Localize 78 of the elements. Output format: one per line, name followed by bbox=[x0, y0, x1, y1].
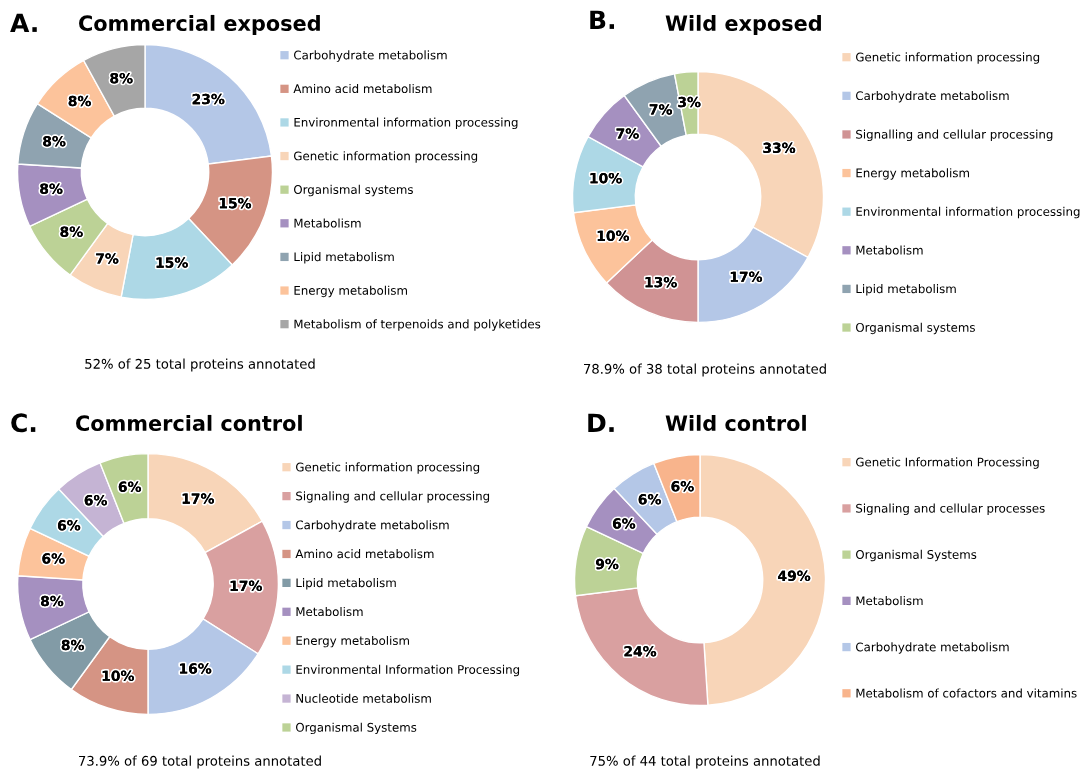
legend-label: Metabolism bbox=[296, 606, 363, 617]
legend-label: Organismal systems bbox=[294, 184, 413, 197]
data-label: 6% bbox=[42, 553, 65, 564]
data-label: 6% bbox=[57, 520, 81, 531]
legend-label: Energy metabolism bbox=[294, 285, 407, 298]
legend-label: Metabolism bbox=[856, 596, 923, 606]
data-label: 8% bbox=[60, 226, 83, 237]
data-label: 16% bbox=[180, 663, 212, 674]
legend-label: Nucleotide metabolism bbox=[296, 693, 431, 703]
legend-label: Energy metabolism bbox=[856, 168, 969, 180]
data-label: 8% bbox=[40, 183, 63, 194]
legend-label: Organismal Systems bbox=[296, 722, 417, 735]
legend-label: Lipid metabolism bbox=[294, 252, 394, 264]
chart-title: Wild control bbox=[665, 414, 806, 432]
text: B. bbox=[590, 10, 614, 29]
legend-label: Environmental information processing bbox=[856, 206, 1080, 219]
legend-label: Carbohydrate metabolism bbox=[856, 642, 1009, 654]
legend-label: Genetic Information Processing bbox=[856, 457, 1039, 469]
data-label: 6% bbox=[638, 494, 661, 505]
data-label: 6% bbox=[671, 481, 694, 492]
data-label: 15% bbox=[156, 257, 188, 268]
legend-label: Genetic information processing bbox=[294, 151, 478, 163]
legend-label: Environmental Information Processing bbox=[296, 664, 520, 677]
chart-title: Commercial control bbox=[76, 414, 302, 432]
data-label: 17% bbox=[230, 580, 262, 592]
legend-label: Genetic information processing bbox=[296, 462, 480, 474]
chart-title: Commercial exposed bbox=[79, 14, 320, 36]
data-label: 6% bbox=[118, 481, 142, 492]
data-label: 10% bbox=[597, 230, 630, 242]
data-label: 8% bbox=[61, 639, 84, 651]
legend-label: Lipid metabolism bbox=[296, 578, 396, 590]
data-label: 10% bbox=[590, 172, 622, 184]
legend-label: Metabolism bbox=[294, 218, 361, 228]
legend-label: Metabolism of cofactors and vitamins bbox=[856, 688, 1077, 698]
data-label: 6% bbox=[84, 494, 107, 506]
data-label: 6% bbox=[612, 518, 636, 529]
data-label: 3% bbox=[678, 96, 701, 108]
text: 52% of 25 total proteins annotated bbox=[85, 358, 315, 372]
text: D. bbox=[588, 413, 614, 432]
data-label: 8% bbox=[43, 135, 66, 147]
legend-label: Amino acid metabolism bbox=[295, 549, 434, 559]
legend-label: Organismal Systems bbox=[856, 549, 977, 562]
text: 73.9% of 69 total proteins annotated bbox=[79, 755, 321, 769]
legend-label: Organismal systems bbox=[856, 322, 975, 335]
data-label: 15% bbox=[219, 197, 252, 209]
legend-label: Metabolism of terpenoids and polyketides bbox=[294, 319, 541, 331]
data-label: 7% bbox=[96, 253, 119, 264]
legend-label: Signaling and cellular processing bbox=[296, 491, 490, 503]
data-label: 7% bbox=[649, 104, 672, 115]
chart-title: Wild exposed bbox=[665, 14, 821, 36]
data-label: 8% bbox=[41, 595, 64, 607]
text: 75% of 44 total proteins annotated bbox=[590, 755, 820, 769]
data-label: 23% bbox=[192, 93, 225, 105]
data-label: 10% bbox=[102, 670, 134, 682]
data-label: 9% bbox=[595, 558, 619, 570]
data-label: 8% bbox=[68, 95, 91, 107]
data-label: 17% bbox=[182, 493, 214, 504]
legend-label: Amino acid metabolism bbox=[293, 83, 432, 94]
legend-label: Signalling and cellular processing bbox=[856, 129, 1053, 142]
text: A. bbox=[10, 13, 37, 32]
legend-label: Carbohydrate metabolism bbox=[856, 90, 1009, 103]
text: 78.9% of 38 total proteins annotated bbox=[584, 363, 826, 377]
legend-label: Lipid metabolism bbox=[856, 284, 956, 296]
data-label: 13% bbox=[645, 276, 677, 288]
legend-label: Carbohydrate metabolism bbox=[294, 50, 447, 62]
legend-label: Carbohydrate metabolism bbox=[296, 520, 449, 532]
legend-label: Energy metabolism bbox=[296, 635, 409, 648]
data-label: 24% bbox=[624, 646, 657, 657]
data-label: 8% bbox=[110, 72, 133, 84]
text: C. bbox=[11, 413, 36, 433]
data-label: 7% bbox=[616, 128, 639, 139]
legend-label: Environmental information processing bbox=[294, 117, 518, 130]
legend-label: Signaling and cellular processes bbox=[856, 503, 1045, 516]
legend-label: Genetic information processing bbox=[856, 52, 1040, 64]
legend-label: Metabolism bbox=[856, 245, 923, 255]
data-label: 49% bbox=[778, 570, 811, 582]
data-label: 33% bbox=[763, 142, 796, 154]
data-label: 17% bbox=[730, 271, 763, 283]
